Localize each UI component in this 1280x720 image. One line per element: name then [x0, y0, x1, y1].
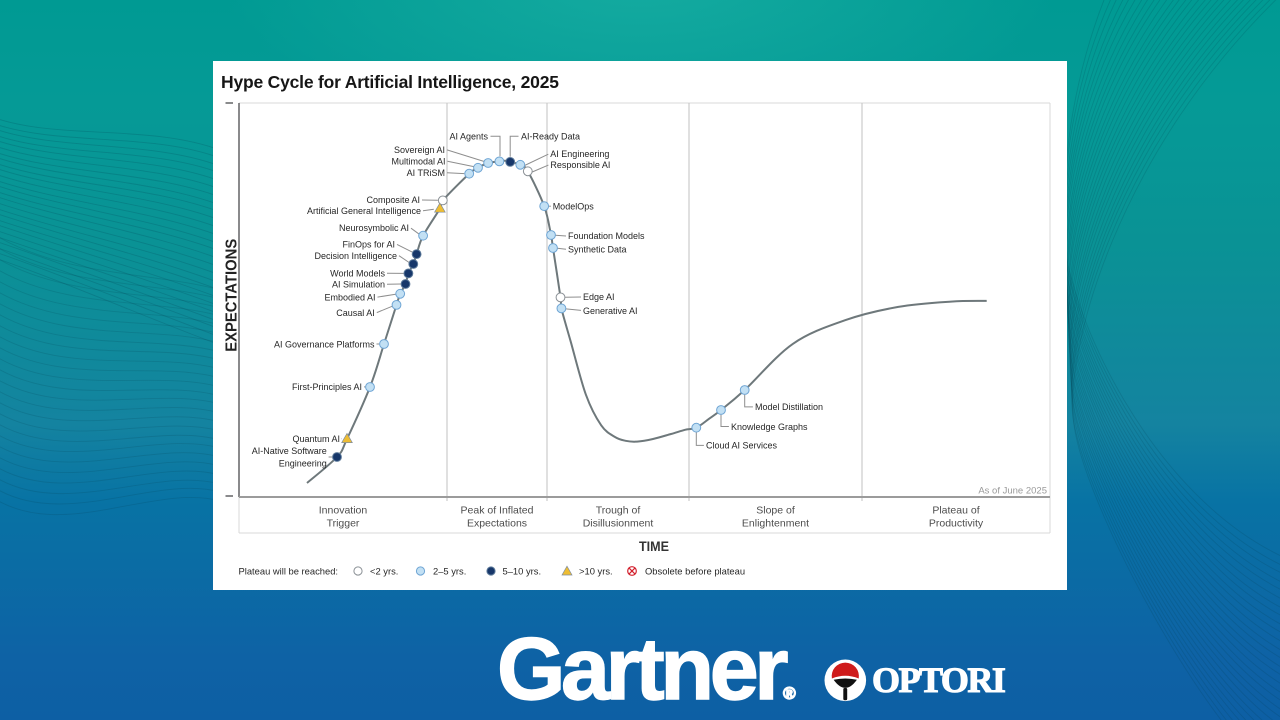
- svg-text:AI Simulation: AI Simulation: [332, 280, 385, 290]
- svg-text:Synthetic Data: Synthetic Data: [568, 244, 627, 254]
- svg-text:AI-Native Software: AI-Native Software: [252, 446, 327, 456]
- svg-text:AI-Ready Data: AI-Ready Data: [521, 132, 580, 142]
- svg-text:EXPECTATIONS: EXPECTATIONS: [223, 239, 240, 352]
- svg-text:Quantum AI: Quantum AI: [292, 434, 340, 444]
- svg-text:Trough of: Trough of: [596, 505, 641, 517]
- svg-text:AI Engineering: AI Engineering: [550, 149, 609, 159]
- svg-text:Responsible AI: Responsible AI: [550, 160, 610, 170]
- svg-text:As of June 2025: As of June 2025: [978, 486, 1047, 497]
- svg-text:World Models: World Models: [330, 269, 385, 279]
- svg-text:2–5 yrs.: 2–5 yrs.: [433, 566, 466, 577]
- svg-text:Causal AI: Causal AI: [336, 308, 375, 318]
- svg-text:Productivity: Productivity: [929, 518, 984, 530]
- svg-text:<2 yrs.: <2 yrs.: [370, 566, 398, 577]
- svg-text:Expectations: Expectations: [467, 518, 527, 530]
- svg-text:Model Distillation: Model Distillation: [755, 402, 823, 412]
- svg-text:Trigger: Trigger: [327, 518, 360, 530]
- svg-text:Decision Intelligence: Decision Intelligence: [314, 251, 397, 261]
- svg-text:Composite AI: Composite AI: [366, 195, 420, 205]
- svg-text:Foundation Models: Foundation Models: [568, 231, 645, 241]
- svg-text:>10 yrs.: >10 yrs.: [579, 566, 613, 577]
- svg-text:AI Agents: AI Agents: [449, 132, 488, 142]
- svg-text:Plateau of: Plateau of: [932, 505, 979, 517]
- svg-text:Neurosymbolic AI: Neurosymbolic AI: [339, 223, 409, 233]
- svg-text:Plateau will be reached:: Plateau will be reached:: [239, 566, 339, 577]
- svg-text:AI TRiSM: AI TRiSM: [407, 168, 445, 178]
- svg-text:Cloud AI Services: Cloud AI Services: [706, 441, 778, 451]
- svg-text:FinOps for AI: FinOps for AI: [342, 239, 395, 249]
- svg-text:Artificial General Intelligenc: Artificial General Intelligence: [307, 206, 421, 216]
- svg-text:Knowledge Graphs: Knowledge Graphs: [731, 422, 808, 432]
- svg-text:TIME: TIME: [639, 539, 669, 554]
- svg-text:Edge AI: Edge AI: [583, 292, 615, 302]
- svg-text:Obsolete before plateau: Obsolete before plateau: [645, 566, 745, 577]
- svg-text:Engineering: Engineering: [279, 459, 327, 469]
- svg-text:ModelOps: ModelOps: [553, 202, 595, 212]
- svg-text:Sovereign AI: Sovereign AI: [394, 145, 445, 155]
- svg-text:Disillusionment: Disillusionment: [583, 518, 654, 530]
- svg-text:5–10 yrs.: 5–10 yrs.: [503, 566, 542, 577]
- svg-text:AI Governance Platforms: AI Governance Platforms: [274, 339, 375, 349]
- svg-text:Slope of: Slope of: [756, 505, 795, 517]
- svg-text:Enlightenment: Enlightenment: [742, 518, 809, 530]
- svg-text:Peak of Inflated: Peak of Inflated: [461, 505, 534, 517]
- svg-text:Embodied AI: Embodied AI: [324, 293, 375, 303]
- svg-text:Multimodal AI: Multimodal AI: [391, 156, 445, 166]
- svg-text:Generative AI: Generative AI: [583, 306, 638, 316]
- svg-text:First-Principles AI: First-Principles AI: [292, 382, 362, 392]
- svg-text:Innovation: Innovation: [319, 505, 368, 517]
